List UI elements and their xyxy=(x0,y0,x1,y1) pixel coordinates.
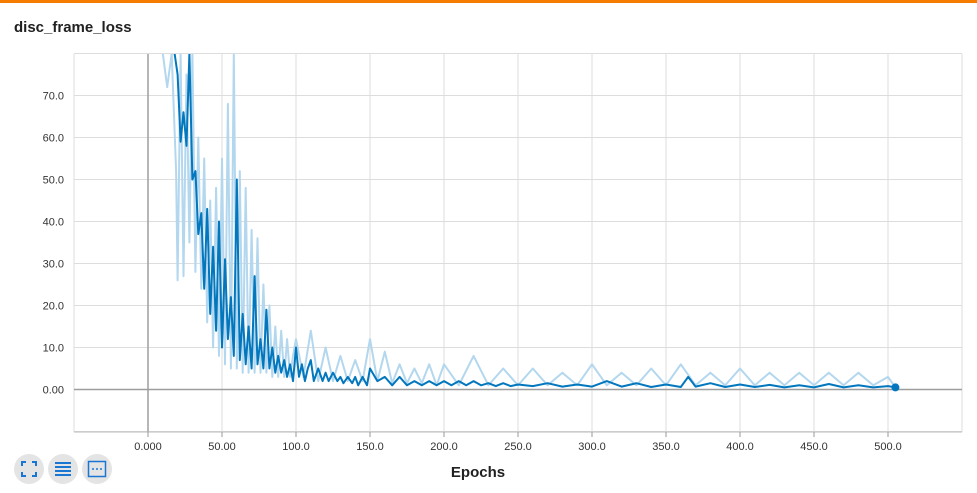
chart-controls xyxy=(14,454,112,484)
expand-chart-icon xyxy=(21,461,37,477)
chart-title: disc_frame_loss xyxy=(14,19,132,36)
x-tick-label: 500.0 xyxy=(874,441,902,453)
expand-chart-button[interactable] xyxy=(14,454,44,484)
list-icon xyxy=(55,462,71,476)
y-tick-label: 60.0 xyxy=(43,133,64,145)
axis-ticks: 0.000 50.00 100.0 150.0 200.0 250.0 300.0 350.0… xyxy=(43,91,902,454)
y-tick-label: 20.0 xyxy=(43,301,64,313)
toggle-log-scale-button[interactable] xyxy=(48,454,78,484)
x-tick-label: 450.0 xyxy=(800,441,828,453)
top-accent-bar xyxy=(0,0,977,3)
x-tick-label: 50.00 xyxy=(208,441,236,453)
x-tick-label: 200.0 xyxy=(430,441,458,453)
last-point-marker xyxy=(891,383,900,392)
x-tick-label: 250.0 xyxy=(504,441,532,453)
y-tick-label: 0.00 xyxy=(43,385,64,397)
smoothed-loss-line xyxy=(173,54,896,389)
y-tick-label: 70.0 xyxy=(43,91,64,103)
fit-domain-button[interactable] xyxy=(82,454,112,484)
x-tick-label: 350.0 xyxy=(652,441,680,453)
x-tick-label: 400.0 xyxy=(726,441,754,453)
y-tick-label: 50.0 xyxy=(43,175,64,187)
y-tick-label: 40.0 xyxy=(43,217,64,229)
x-tick-label: 300.0 xyxy=(578,441,606,453)
raw-loss-line xyxy=(161,54,897,388)
y-tick-label: 10.0 xyxy=(43,343,64,355)
grid-lines xyxy=(73,53,963,433)
x-axis-title: Epochs xyxy=(451,464,505,481)
series-clip-group xyxy=(161,54,897,389)
y-tick-label: 30.0 xyxy=(43,259,64,271)
x-tick-label: 150.0 xyxy=(356,441,384,453)
series-layer xyxy=(161,54,900,392)
x-tick-label: 100.0 xyxy=(282,441,310,453)
fit-domain-icon xyxy=(87,460,107,478)
x-tick-label: 0.000 xyxy=(134,441,162,453)
